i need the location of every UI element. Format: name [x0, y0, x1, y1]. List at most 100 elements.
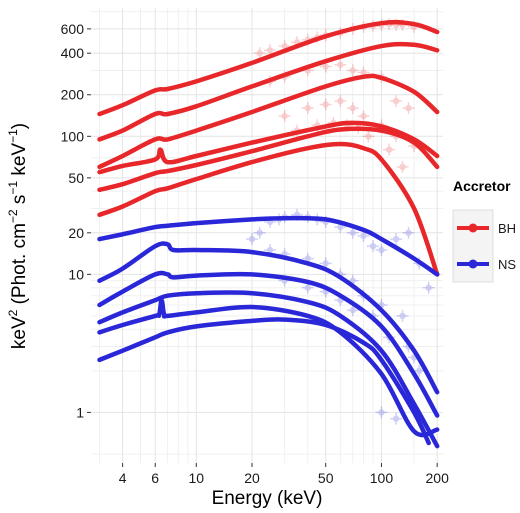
y-axis-title-sup: 2 [6, 309, 20, 316]
x-tick-label: 20 [244, 470, 260, 486]
plot-panel [91, 8, 443, 463]
observation-point [253, 226, 266, 239]
series-line-bh-4 [97, 120, 440, 175]
series-line-ns-12 [97, 317, 431, 446]
observation-marker [349, 104, 356, 112]
observation-marker [304, 284, 311, 291]
observation-point [375, 406, 388, 419]
observation-marker [378, 246, 385, 254]
series-line-ns-10 [97, 290, 440, 449]
series-line-bh-3 [97, 73, 440, 170]
observation-marker [399, 163, 406, 171]
y-tick-label: 1 [76, 404, 84, 420]
series-line-bh-1 [97, 19, 440, 117]
observation-marker [416, 367, 423, 375]
observation-marker [322, 63, 329, 70]
observation-marker [360, 232, 367, 240]
series-line-bh-5 [97, 126, 440, 193]
y-axis-title-part: keV [9, 316, 30, 349]
x-tick-label: 200 [426, 470, 450, 486]
observation-marker [266, 47, 274, 54]
observation-marker [365, 133, 372, 140]
observation-point [278, 40, 291, 53]
legend-title: Accretor [453, 178, 511, 194]
observation-marker [385, 146, 393, 153]
legend-entry-bh: BH [457, 221, 516, 236]
y-axis-title-sup: −2 [6, 209, 20, 223]
x-tick-label: 4 [119, 470, 127, 486]
model-curves [97, 19, 440, 449]
legend-swatch-marker [468, 223, 478, 233]
observation-marker [360, 69, 367, 76]
observation-point [246, 233, 259, 246]
observation-point [390, 233, 403, 246]
observation-marker [304, 255, 311, 262]
y-tick-label: 10 [68, 266, 84, 282]
y-axis-title-part: (Phot. cm [9, 223, 30, 310]
x-axis-title: Energy (keV) [212, 488, 323, 509]
observation-point [334, 95, 347, 108]
y-tick-label: 50 [68, 170, 84, 186]
y-tick-label: 200 [61, 87, 85, 103]
observation-marker [256, 49, 263, 57]
series-line-bh-2 [97, 41, 440, 142]
observation-point [362, 130, 375, 143]
legend-box [452, 209, 494, 283]
series-line-ns-8 [97, 241, 440, 395]
observation-marker [304, 104, 311, 112]
observation-marker [256, 229, 263, 236]
observation-marker [392, 415, 400, 422]
series-line-ns-11 [97, 297, 440, 438]
observation-marker [281, 112, 288, 120]
observation-point [357, 110, 370, 123]
observation-marker [360, 112, 367, 120]
observation-marker [349, 229, 356, 236]
observation-point [253, 47, 266, 60]
observation-point [366, 240, 379, 253]
y-tick-label: 600 [61, 21, 85, 37]
observation-marker [322, 260, 329, 267]
observation-point [334, 58, 347, 71]
observation-point [390, 412, 403, 425]
observation-marker [392, 97, 400, 105]
y-axis-title-part: ) [9, 123, 30, 129]
series-line-bh-6 [97, 141, 440, 277]
observation-point [319, 98, 332, 111]
observation-point [375, 244, 388, 257]
series-line-ns-7 [97, 215, 440, 277]
y-axis-title-sup: −1 [6, 181, 20, 195]
observation-marker [349, 306, 356, 314]
observation-point [301, 102, 314, 115]
legend-entry-ns: NS [457, 257, 516, 272]
observation-marker [266, 246, 274, 254]
observation-marker [337, 97, 344, 105]
x-tick-label: 6 [151, 470, 159, 486]
observation-marker [337, 223, 344, 231]
y-axis-title: keV2 (Phot. cm−2 s−1 keV−1) [6, 123, 30, 349]
observation-marker [378, 409, 385, 416]
y-axis-title-part: keV [9, 143, 30, 181]
observation-point [413, 364, 426, 377]
observation-point [346, 226, 359, 239]
legend-swatch-marker [468, 259, 478, 269]
observation-marker [337, 61, 344, 68]
observation-marker [281, 42, 288, 50]
x-tick-label: 100 [370, 470, 394, 486]
observation-point [346, 64, 359, 77]
observation-point [402, 102, 415, 115]
x-tick-label: 10 [188, 470, 204, 486]
observation-point [390, 95, 403, 108]
observation-point [396, 160, 409, 173]
y-tick-label: 100 [61, 128, 85, 144]
observation-point [422, 281, 435, 294]
observation-marker [369, 242, 377, 250]
observation-point [383, 143, 396, 156]
observation-marker [405, 104, 412, 112]
observation-point [278, 110, 291, 123]
legend-entries: BH NS [457, 221, 516, 272]
series-line-ns-9 [97, 270, 440, 418]
observation-marker [349, 67, 356, 74]
x-tick-label: 50 [318, 470, 334, 486]
